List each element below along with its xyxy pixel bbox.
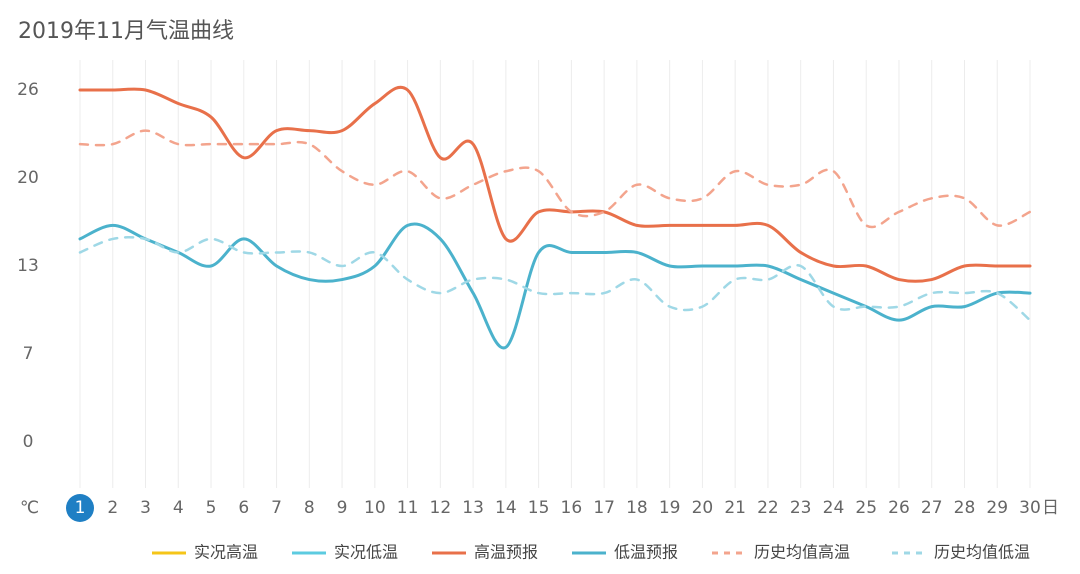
x-tick-label: 26 (888, 498, 910, 518)
x-tick-label: 4 (173, 498, 184, 518)
x-tick-label: 16 (561, 498, 583, 518)
x-tick-label: 23 (790, 498, 812, 518)
series-line (78, 85, 1032, 283)
x-tick-label: 25 (855, 498, 877, 518)
x-tick-label: 29 (986, 498, 1008, 518)
x-tick-label: 24 (823, 498, 845, 518)
x-tick-label: 5 (206, 498, 217, 518)
x-tick-label: 3 (140, 498, 151, 518)
x-tick-label: 11 (397, 498, 419, 518)
x-tick-label: 9 (337, 498, 348, 518)
x-tick-label: 1 (75, 498, 86, 518)
series-line (78, 235, 1032, 322)
x-tick-label: 28 (954, 498, 976, 518)
x-tick-label: 10 (364, 498, 386, 518)
y-tick-label: 26 (17, 80, 39, 100)
legend-label: 历史均值低温 (934, 543, 1030, 562)
x-tick-label: 13 (462, 498, 484, 518)
x-tick-label: 21 (724, 498, 746, 518)
legend-label: 高温预报 (474, 543, 538, 562)
legend-label: 历史均值高温 (754, 543, 850, 562)
legend-label: 低温预报 (614, 543, 678, 562)
y-tick-label: 13 (17, 256, 39, 276)
legend-label: 实况低温 (334, 543, 398, 562)
legend-label: 实况高温 (194, 543, 258, 562)
x-tick-label: 30 (1019, 498, 1041, 518)
y-unit: ℃ (20, 498, 39, 518)
x-tick-label: 8 (304, 498, 315, 518)
chart-title: 2019年11月气温曲线 (18, 19, 234, 44)
x-tick-label: 12 (430, 498, 452, 518)
x-tick-label: 22 (757, 498, 779, 518)
y-tick-label: 7 (23, 344, 34, 364)
x-tick-label: 17 (593, 498, 615, 518)
x-tick-label: 7 (271, 498, 282, 518)
y-tick-label: 20 (17, 168, 39, 188)
selected-day (66, 494, 94, 522)
x-unit: 日 (1042, 498, 1059, 518)
y-tick-label: 0 (23, 432, 34, 452)
x-tick-label: 27 (921, 498, 943, 518)
series-line (78, 129, 1032, 229)
x-tick-label: 14 (495, 498, 517, 518)
x-tick-label: 2 (107, 498, 118, 518)
x-tick-label: 15 (528, 498, 550, 518)
x-tick-label: 18 (626, 498, 648, 518)
x-tick-label: 6 (238, 498, 249, 518)
x-tick-label: 20 (692, 498, 714, 518)
x-tick-label: 19 (659, 498, 681, 518)
